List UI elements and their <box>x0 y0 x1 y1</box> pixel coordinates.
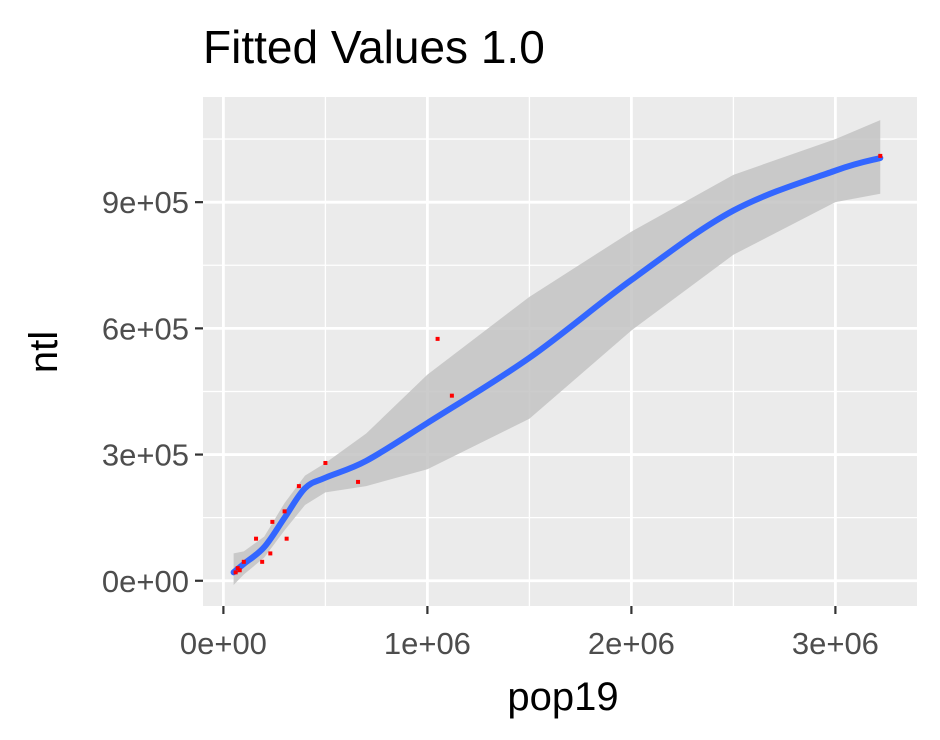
data-point <box>268 551 273 556</box>
chart-title: Fitted Values 1.0 <box>203 21 545 73</box>
y-tick-label: 0e+00 <box>102 564 189 599</box>
plot-panel <box>203 97 917 606</box>
data-point <box>260 559 265 564</box>
confidence-band <box>233 120 881 585</box>
y-tick-labels: 0e+00 3e+05 6e+05 9e+05 <box>102 185 203 599</box>
data-point <box>233 570 238 575</box>
data-point <box>254 536 259 541</box>
data-point <box>282 509 287 514</box>
y-tick-label: 9e+05 <box>102 185 189 220</box>
x-tick-labels: 0e+00 1e+06 2e+06 3e+06 <box>180 606 879 661</box>
x-tick-label: 2e+06 <box>588 626 675 661</box>
x-tick-label: 0e+00 <box>180 626 267 661</box>
x-tick-label: 1e+06 <box>384 626 471 661</box>
y-tick-label: 6e+05 <box>102 311 189 346</box>
data-point <box>241 559 246 564</box>
data-point <box>270 519 275 524</box>
data-point <box>323 460 328 465</box>
smooth-line <box>230 154 884 576</box>
data-point <box>296 484 301 489</box>
data-point <box>449 393 454 398</box>
data-point <box>235 566 240 571</box>
data-point <box>878 153 883 158</box>
y-tick-label: 3e+05 <box>102 438 189 473</box>
data-point <box>435 336 440 341</box>
x-tick-label: 3e+06 <box>792 626 879 661</box>
data-point <box>237 568 242 573</box>
data-point <box>284 536 289 541</box>
y-axis-title: ntl <box>22 331 66 373</box>
data-point <box>356 479 361 484</box>
x-axis-title: pop19 <box>507 675 618 719</box>
